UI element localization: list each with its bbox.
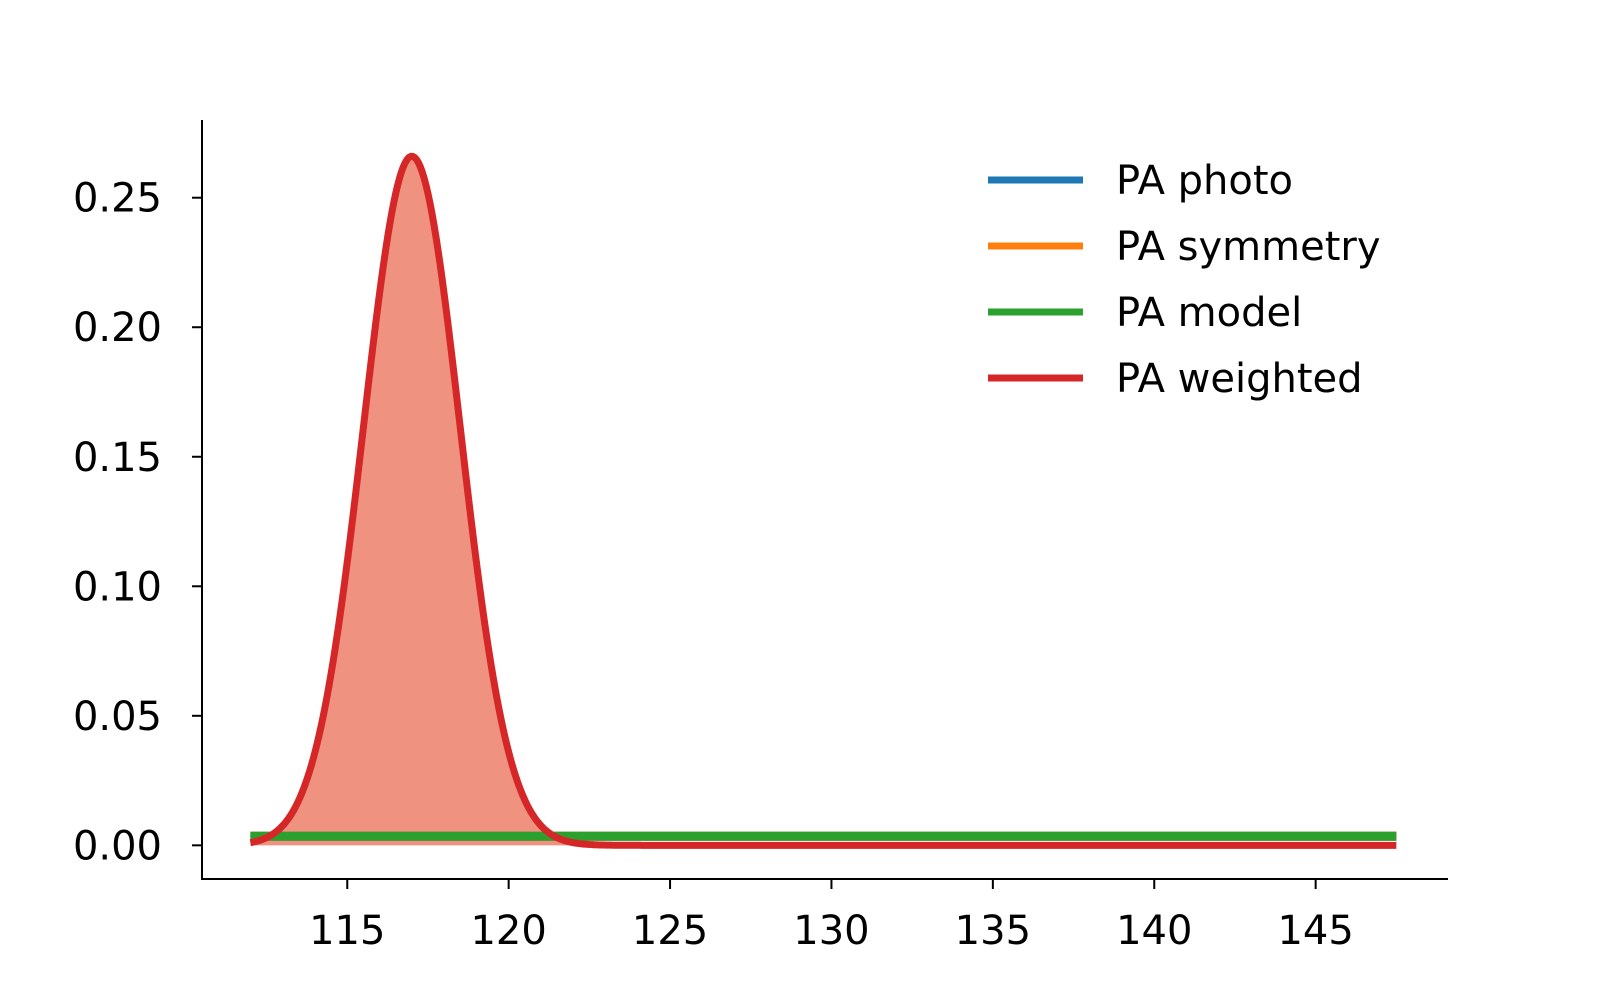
x-tick-label: 130 [793,908,869,954]
axes [201,120,1448,880]
ticks: 115 120 125 130 135 140 145 0.00 0.05 0.10 0.15 0.2… [73,176,1354,954]
series-fill-3 [250,156,1397,846]
y-tick-label: 0.15 [73,435,162,481]
y-tick-label: 0.05 [73,694,162,740]
plot-area [247,152,1399,849]
y-tick-label: 0.10 [73,564,162,610]
legend: PA photo PA symmetry PA model PA weighted [988,158,1381,402]
legend-label: PA model [1116,290,1302,336]
y-tick-label: 0.25 [73,176,162,222]
x-tick-label: 145 [1277,908,1353,954]
x-tick-label: 120 [470,908,546,954]
legend-label: PA photo [1116,158,1293,204]
y-tick-label: 0.20 [73,305,162,351]
x-tick-label: 135 [955,908,1031,954]
x-tick-label: 140 [1116,908,1192,954]
legend-label: PA weighted [1116,356,1363,402]
x-tick-label: 115 [309,908,385,954]
legend-label: PA symmetry [1116,224,1381,270]
x-tick-label: 125 [632,908,708,954]
y-tick-label: 0.00 [73,823,162,869]
series-line-3 [248,152,1398,849]
